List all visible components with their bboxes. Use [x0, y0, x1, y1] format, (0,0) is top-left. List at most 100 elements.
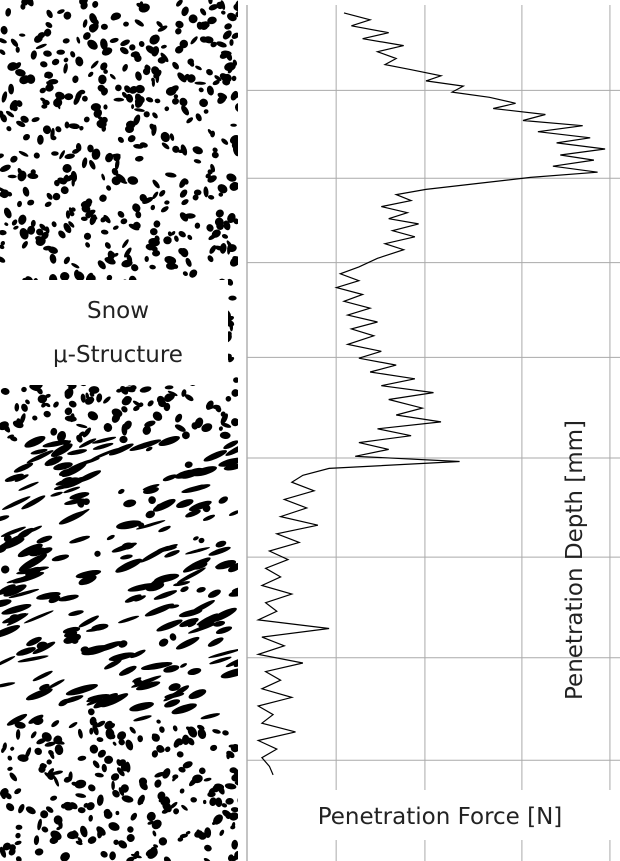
- snow-grain: [230, 90, 238, 101]
- snow-grain: [152, 191, 159, 200]
- snow-grain: [111, 168, 119, 176]
- snow-grain: [77, 499, 85, 508]
- snow-grain: [74, 269, 79, 277]
- snow-grain: [0, 229, 7, 236]
- snow-grain: [69, 492, 90, 500]
- snow-grain: [92, 760, 100, 769]
- snow-grain: [12, 420, 24, 429]
- snow-grain: [146, 811, 156, 822]
- snow-grain: [178, 766, 186, 773]
- snow-grain: [94, 772, 104, 778]
- snow-grain: [94, 550, 101, 557]
- snow-grain: [179, 189, 188, 198]
- snow-grain: [231, 775, 238, 781]
- snow-grain: [28, 525, 43, 533]
- snow-grain: [122, 64, 128, 72]
- snow-grain: [158, 638, 169, 647]
- snow-grain: [22, 186, 30, 197]
- snow-grain: [140, 661, 173, 671]
- snow-grain: [5, 110, 15, 118]
- snow-grain: [45, 402, 51, 408]
- snow-grain: [8, 848, 16, 856]
- snow-grain: [88, 784, 96, 792]
- snow-grain: [187, 234, 193, 241]
- snow-grain: [218, 192, 224, 197]
- snow-grain: [68, 771, 73, 782]
- snow-grain: [36, 535, 53, 544]
- snow-grain: [190, 797, 197, 803]
- snow-grain: [169, 133, 175, 141]
- snow-grain: [14, 474, 29, 482]
- snow-grain: [20, 115, 29, 123]
- snow-grain: [158, 837, 168, 846]
- snow-grain: [135, 71, 142, 81]
- snow-grain: [175, 45, 184, 54]
- snow-grain: [169, 85, 179, 94]
- snow-grain: [25, 0, 34, 7]
- snow-grain: [125, 739, 134, 751]
- snow-grain: [68, 722, 78, 729]
- snow-grain: [50, 427, 58, 436]
- snow-grain: [71, 638, 79, 644]
- snow-grain: [0, 186, 6, 192]
- snow-grain: [89, 727, 94, 735]
- snow-grain: [81, 157, 88, 169]
- snow-grain: [21, 495, 46, 510]
- snow-grain: [7, 766, 13, 771]
- label-box: [0, 280, 228, 385]
- snow-grain: [139, 386, 152, 393]
- snow-grain: [124, 247, 132, 258]
- snow-grain: [167, 231, 173, 237]
- snow-grain: [165, 172, 177, 178]
- snow-grain: [30, 448, 48, 455]
- snow-grain: [206, 224, 214, 232]
- snow-grain: [100, 216, 107, 223]
- snow-grain: [19, 228, 29, 240]
- snow-grain: [104, 720, 113, 730]
- snow-grain: [11, 219, 18, 226]
- snow-grain: [201, 423, 213, 432]
- snow-grain: [10, 746, 15, 751]
- snow-grain: [225, 812, 232, 819]
- snow-grain: [71, 781, 78, 786]
- snow-grain: [144, 256, 149, 262]
- snow-grain: [212, 821, 217, 825]
- force-profile: [255, 12, 606, 776]
- snow-grain: [0, 49, 6, 55]
- snow-grain: [210, 744, 218, 751]
- snow-grain: [103, 810, 113, 819]
- snow-grain: [161, 142, 170, 150]
- snow-grain: [179, 617, 199, 628]
- snow-grain: [134, 93, 143, 105]
- snow-grain: [30, 219, 36, 228]
- snow-grain: [207, 16, 217, 25]
- snow-grain: [87, 411, 99, 421]
- snow-grain: [21, 403, 28, 412]
- snow-grain: [41, 231, 49, 240]
- snow-grain: [14, 840, 22, 846]
- snow-grain: [213, 783, 225, 790]
- snow-grain: [55, 477, 79, 486]
- snow-grain: [126, 254, 133, 263]
- snow-grain: [46, 81, 53, 87]
- snow-grain: [64, 93, 74, 101]
- snow-grain: [152, 830, 157, 837]
- snow-grain: [185, 257, 192, 267]
- snow-grain: [174, 424, 186, 432]
- snow-grain: [44, 72, 50, 78]
- snow-grain: [64, 153, 75, 160]
- snow-grain: [5, 8, 12, 17]
- snow-grain: [182, 761, 193, 769]
- snow-grain: [63, 63, 68, 74]
- snow-grain: [85, 627, 103, 632]
- snow-grain: [195, 113, 202, 122]
- snow-grain: [225, 797, 234, 805]
- snow-grain: [174, 469, 197, 479]
- snow-grain: [122, 239, 129, 248]
- snow-grain: [58, 594, 79, 602]
- snow-grain: [61, 462, 87, 478]
- snow-grain: [70, 170, 78, 183]
- snow-grain: [80, 200, 92, 209]
- snow-grain: [53, 98, 63, 108]
- snow-grain: [101, 173, 106, 181]
